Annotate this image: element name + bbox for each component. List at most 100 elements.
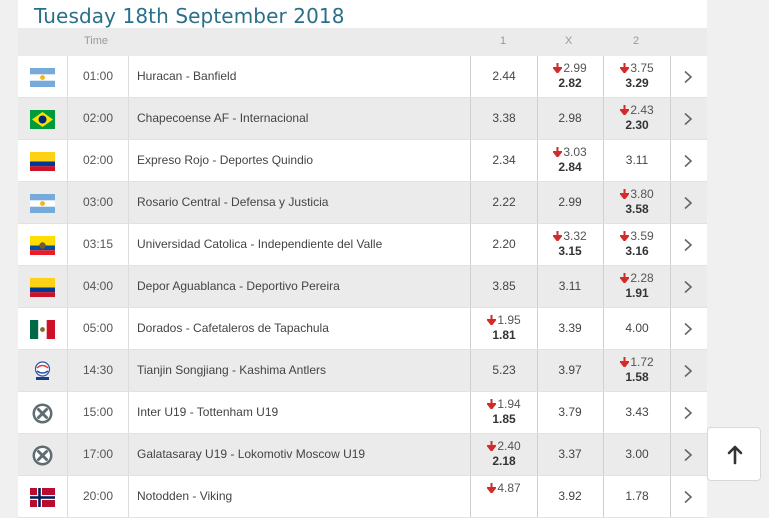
match-details-button[interactable] — [671, 476, 707, 517]
odds-value: 3.43 — [625, 405, 649, 419]
away-odds-button[interactable]: 1.72 1.58 — [604, 350, 671, 391]
away-odds-button[interactable]: 1.78 — [604, 476, 671, 517]
match-name-link[interactable]: Expreso Rojo - Deportes Quindio — [129, 140, 471, 181]
match-row[interactable]: 14:30 Tianjin Songjiang - Kashima Antlers… — [18, 350, 707, 392]
away-odds-column-header: 2 — [633, 35, 640, 47]
draw-odds-button[interactable]: 3.79 — [537, 392, 604, 433]
draw-odds-button[interactable]: 2.99 — [537, 182, 604, 223]
chevron-right-icon — [684, 280, 693, 294]
away-odds-button[interactable]: 3.11 — [604, 140, 671, 181]
match-details-button[interactable] — [671, 56, 707, 97]
away-odds-button[interactable]: 3.43 — [604, 392, 671, 433]
home-odds-button[interactable]: 1.95 1.81 — [471, 308, 538, 349]
flag-cell — [18, 98, 68, 139]
match-name-link[interactable]: Depor Aguablanca - Deportivo Pereira — [129, 266, 471, 307]
draw-odds-column-header: X — [565, 35, 573, 47]
match-time: 14:30 — [68, 350, 129, 391]
match-details-button[interactable] — [671, 392, 707, 433]
match-row[interactable]: 03:00 Rosario Central - Defensa y Justici… — [18, 182, 707, 224]
odds-value: 3.97 — [558, 363, 582, 377]
match-row[interactable]: 17:00 Galatasaray U19 - Lokomotiv Moscow … — [18, 434, 707, 476]
match-row[interactable]: 15:00 Inter U19 - Tottenham U19 1.94 1.85 3.… — [18, 392, 707, 434]
match-details-button[interactable] — [671, 140, 707, 181]
match-name-link[interactable]: Chapecoense AF - Internacional — [129, 98, 471, 139]
away-odds-button[interactable]: 3.80 3.58 — [604, 182, 671, 223]
match-details-button[interactable] — [671, 224, 707, 265]
match-time: 15:00 — [68, 392, 129, 433]
draw-odds-button[interactable]: 3.11 — [537, 266, 604, 307]
odds-drop-arrow-icon — [487, 441, 497, 451]
flag-cell — [18, 140, 68, 181]
flag-cell — [18, 182, 68, 223]
match-name-link[interactable]: Notodden - Viking — [129, 476, 471, 517]
odds-value: 3.11 — [625, 153, 649, 167]
odds-previous-value: 1.95 — [497, 313, 521, 327]
draw-odds-button[interactable]: 3.37 — [537, 434, 604, 475]
flag-cell — [18, 392, 68, 433]
odds-current-value: 2.18 — [492, 454, 516, 468]
home-odds-button[interactable]: 2.40 2.18 — [471, 434, 538, 475]
match-time: 17:00 — [68, 434, 129, 475]
match-time: 04:00 — [68, 266, 129, 307]
match-name-link[interactable]: Dorados - Cafetaleros de Tapachula — [129, 308, 471, 349]
match-name-link[interactable]: Rosario Central - Defensa y Justicia — [129, 182, 471, 223]
flag-cell — [18, 224, 68, 265]
match-details-button[interactable] — [671, 350, 707, 391]
draw-odds-button[interactable]: 3.97 — [537, 350, 604, 391]
odds-value: 3.37 — [558, 447, 582, 461]
odds-value: 3.11 — [558, 279, 582, 293]
draw-odds-button[interactable]: 3.92 — [537, 476, 604, 517]
home-odds-button[interactable]: 3.38 — [471, 98, 538, 139]
match-name-link[interactable]: Inter U19 - Tottenham U19 — [129, 392, 471, 433]
odds-current-value: 2.82 — [558, 76, 582, 90]
draw-odds-button[interactable]: 3.39 — [537, 308, 604, 349]
mexico-flag-icon — [30, 317, 55, 342]
away-odds-button[interactable]: 3.59 3.16 — [604, 224, 671, 265]
draw-odds-button[interactable]: 2.98 — [537, 98, 604, 139]
draw-odds-button[interactable]: 3.32 3.15 — [537, 224, 604, 265]
away-odds-button[interactable]: 2.43 2.30 — [604, 98, 671, 139]
match-row[interactable]: 05:00 Dorados - Cafetaleros de Tapachula 1… — [18, 308, 707, 350]
odds-value: 4.00 — [625, 321, 649, 335]
match-row[interactable]: 02:00 Chapecoense AF - Internacional 3.38 2… — [18, 98, 707, 140]
home-odds-button[interactable]: 2.22 — [471, 182, 538, 223]
match-name-link[interactable]: Huracan - Banfield — [129, 56, 471, 97]
home-odds-button[interactable]: 3.85 — [471, 266, 538, 307]
match-row[interactable]: 20:00 Notodden - Viking 4.87 3.92 1.78 — [18, 476, 707, 518]
draw-odds-button[interactable]: 3.03 2.84 — [537, 140, 604, 181]
match-details-button[interactable] — [671, 434, 707, 475]
away-odds-button[interactable]: 3.00 — [604, 434, 671, 475]
away-odds-button[interactable]: 2.28 1.91 — [604, 266, 671, 307]
home-odds-column-header: 1 — [500, 35, 507, 47]
odds-previous-value: 4.87 — [497, 481, 521, 495]
match-details-button[interactable] — [671, 98, 707, 139]
match-details-button[interactable] — [671, 266, 707, 307]
match-name-link[interactable]: Universidad Catolica - Independiente del… — [129, 224, 471, 265]
draw-odds-button[interactable]: 2.99 2.82 — [537, 56, 604, 97]
match-row[interactable]: 01:00 Huracan - Banfield 2.44 2.99 2.82 3.75 3… — [18, 56, 707, 98]
odds-value: 2.20 — [492, 237, 516, 251]
home-odds-button[interactable]: 2.20 — [471, 224, 538, 265]
home-odds-button[interactable]: 4.87 — [471, 476, 538, 517]
home-odds-button[interactable]: 2.34 — [471, 140, 538, 181]
match-details-button[interactable] — [671, 182, 707, 223]
match-row[interactable]: 03:15 Universidad Catolica - Independient… — [18, 224, 707, 266]
argentina-flag-icon — [30, 65, 55, 90]
chevron-right-icon — [684, 70, 693, 84]
match-details-button[interactable] — [671, 308, 707, 349]
away-odds-button[interactable]: 3.75 3.29 — [604, 56, 671, 97]
away-odds-button[interactable]: 4.00 — [604, 308, 671, 349]
odds-value: 2.34 — [492, 153, 516, 167]
match-row[interactable]: 02:00 Expreso Rojo - Deportes Quindio 2.34… — [18, 140, 707, 182]
scroll-to-top-button[interactable] — [707, 427, 761, 481]
odds-drop-arrow-icon — [620, 105, 630, 115]
home-odds-button[interactable]: 5.23 — [471, 350, 538, 391]
match-name-link[interactable]: Galatasaray U19 - Lokomotiv Moscow U19 — [129, 434, 471, 475]
odds-previous-value: 3.03 — [563, 145, 587, 159]
page-scrollbar[interactable] — [762, 0, 769, 498]
match-name-link[interactable]: Tianjin Songjiang - Kashima Antlers — [129, 350, 471, 391]
home-odds-button[interactable]: 2.44 — [471, 56, 538, 97]
home-odds-button[interactable]: 1.94 1.85 — [471, 392, 538, 433]
colombia-flag-icon — [30, 275, 55, 300]
match-row[interactable]: 04:00 Depor Aguablanca - Deportivo Pereir… — [18, 266, 707, 308]
